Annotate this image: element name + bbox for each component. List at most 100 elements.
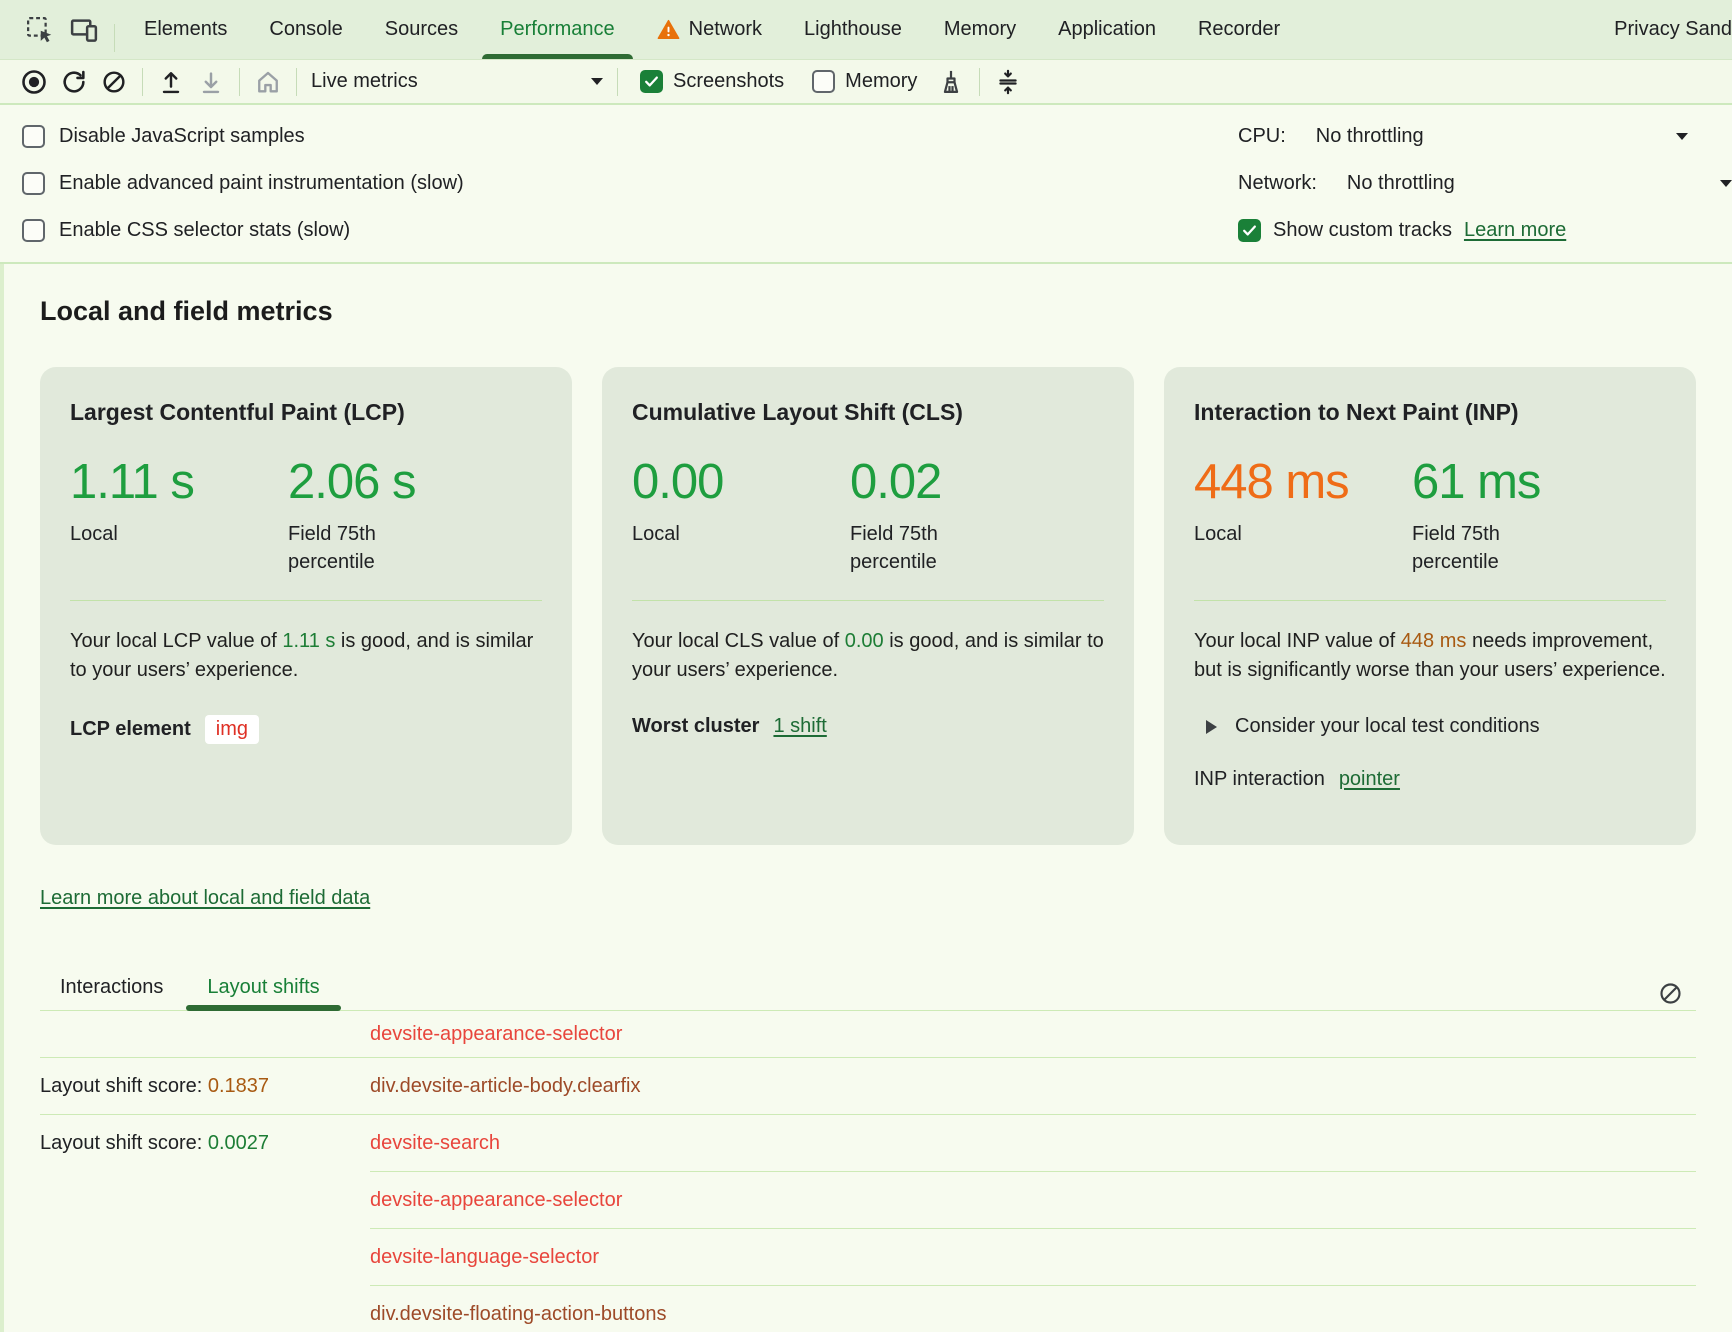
shift-element-link[interactable]: devsite-appearance-selector [370, 1188, 623, 1211]
field-label: Field 75th percentile [288, 523, 376, 573]
metric-cards: Largest Contentful Paint (LCP) 1.11 s Lo… [40, 367, 1696, 845]
chevron-down-icon [1676, 133, 1688, 140]
metric-card-lcp: Largest Contentful Paint (LCP) 1.11 s Lo… [40, 367, 572, 845]
layout-shift-row: devsite-appearance-selector [40, 1011, 1696, 1057]
disable-js-samples-checkbox[interactable]: Disable JavaScript samples [22, 113, 1732, 160]
cpu-throttling-select[interactable]: CPU: No throttling [1238, 113, 1732, 160]
tab-label: Performance [500, 18, 615, 40]
shift-element-link[interactable]: div.devsite-floating-action-buttons [370, 1302, 667, 1325]
tab-label: Recorder [1197, 18, 1281, 40]
shift-element-link[interactable]: devsite-language-selector [370, 1245, 600, 1268]
layout-shift-row: devsite-appearance-selector [40, 1172, 1696, 1228]
local-label: Local [632, 523, 680, 545]
tab-label: Console [269, 18, 343, 40]
custom-tracks-row: Show custom tracks Learn more [1238, 207, 1732, 254]
collapse-panel-button[interactable] [988, 64, 1028, 100]
device-toolbar-button[interactable] [62, 8, 106, 52]
custom-tracks-label: Show custom tracks [1273, 219, 1452, 241]
tab-elements[interactable]: Elements [123, 0, 248, 59]
inspect-element-button[interactable] [18, 8, 62, 52]
metric-card-inp: Interaction to Next Paint (INP) 448 ms L… [1164, 367, 1696, 845]
tab-recorder[interactable]: Recorder [1177, 0, 1301, 59]
row-divider [40, 1114, 1696, 1115]
clear-metrics-button[interactable] [931, 64, 971, 100]
network-value: No throttling [1346, 172, 1455, 194]
save-profile-button[interactable] [191, 64, 231, 100]
custom-tracks-checkbox[interactable] [1238, 219, 1261, 242]
tab-network[interactable]: Network [636, 0, 783, 59]
card-title: Cumulative Layout Shift (CLS) [632, 399, 963, 425]
tab-console[interactable]: Console [248, 0, 363, 59]
tab-application[interactable]: Application [1037, 0, 1177, 59]
setting-label: Disable JavaScript samples [59, 125, 305, 147]
custom-tracks-learn-more-link[interactable]: Learn more [1463, 219, 1567, 241]
consider-conditions-expander[interactable]: Consider your local test conditions [1194, 715, 1666, 738]
tab-privacy-sandbox[interactable]: Privacy Sand [1593, 0, 1732, 59]
tab-label: Privacy Sand [1614, 18, 1732, 40]
desc-value: 0.00 [844, 630, 884, 652]
tab-performance[interactable]: Performance [479, 0, 636, 59]
clear-log-button[interactable] [1648, 971, 1692, 1015]
broom-icon [937, 68, 965, 96]
shift-element-link[interactable]: devsite-search [370, 1131, 501, 1154]
panel-tabs: Elements Console Sources Performance Net… [123, 0, 1732, 59]
shift-score: Layout shift score: 0.1837 [40, 1074, 270, 1097]
cpu-value: No throttling [1315, 125, 1424, 147]
checkbox-unchecked-icon [812, 70, 836, 93]
screenshots-checkbox[interactable]: Screenshots [640, 70, 784, 93]
record-button[interactable] [14, 64, 54, 100]
shift-element-link[interactable]: div.devsite-article-body.clearfix [370, 1074, 641, 1097]
advanced-paint-checkbox[interactable]: Enable advanced paint instrumentation (s… [22, 160, 1732, 207]
shift-element-link[interactable]: devsite-appearance-selector [370, 1022, 623, 1045]
card-title: Largest Contentful Paint (LCP) [70, 399, 405, 425]
worst-cluster-link[interactable]: 1 shift [773, 715, 827, 737]
log-tabs: Interactions Layout shifts [40, 964, 1696, 1011]
learn-more-field-data-link[interactable]: Learn more about local and field data [40, 887, 371, 909]
live-metrics-label: Live metrics [311, 70, 418, 92]
tabbar-lead-icons [0, 0, 123, 59]
network-throttling-select[interactable]: Network: No throttling [1238, 160, 1732, 207]
performance-settings: Disable JavaScript samples Enable advanc… [0, 105, 1732, 264]
tab-lighthouse[interactable]: Lighthouse [783, 0, 923, 59]
lcp-element-chip[interactable]: img [204, 715, 260, 744]
network-label: Network: [1238, 172, 1317, 194]
disclosure-triangle-icon [1206, 719, 1217, 734]
layout-shift-row: Layout shift score: 0.1837 div.devsite-a… [40, 1058, 1696, 1114]
layout-shift-row: devsite-language-selector [40, 1229, 1696, 1285]
load-profile-button[interactable] [151, 64, 191, 100]
tab-interactions[interactable]: Interactions [60, 964, 163, 1010]
css-selector-stats-checkbox[interactable]: Enable CSS selector stats (slow) [22, 207, 1732, 254]
memory-checkbox[interactable]: Memory [812, 70, 917, 93]
card-values: 1.11 s Local 2.06 s Field 75th percentil… [70, 454, 542, 576]
tab-memory[interactable]: Memory [923, 0, 1037, 59]
download-icon [197, 68, 225, 96]
layout-shift-row: div.devsite-floating-action-buttons [40, 1286, 1696, 1332]
tabbar-separator [114, 23, 115, 52]
record-and-reload-button[interactable] [54, 64, 94, 100]
throttling-settings: CPU: No throttling Network: No throttlin… [1238, 113, 1732, 254]
device-toolbar-icon [69, 15, 99, 45]
footer-label: Worst cluster [632, 715, 760, 737]
clear-button[interactable] [94, 64, 134, 100]
tab-label: Memory [943, 18, 1017, 40]
card-description: Your local LCP value of 1.11 s is good, … [70, 630, 534, 681]
inp-interaction-link[interactable]: pointer [1338, 768, 1400, 790]
toolbar-separator [239, 67, 240, 96]
performance-toolbar: Live metrics Screenshots Memory [0, 60, 1732, 105]
footer-label: INP interaction [1194, 768, 1325, 790]
row-divider [370, 1285, 1696, 1286]
card-title: Interaction to Next Paint (INP) [1194, 399, 1519, 425]
worst-cluster-row: Worst cluster 1 shift [632, 715, 1104, 738]
toolbar-separator [296, 67, 297, 96]
reload-icon [60, 68, 88, 96]
desc-value: 448 ms [1400, 630, 1467, 652]
live-metrics-dropdown[interactable]: Live metrics [311, 70, 603, 93]
tab-layout-shifts[interactable]: Layout shifts [186, 964, 342, 1011]
local-label: Local [1194, 523, 1242, 545]
home-button[interactable] [248, 64, 288, 100]
local-value: 0.00 [632, 455, 724, 509]
score-value: 0.0027 [207, 1131, 270, 1154]
tab-sources[interactable]: Sources [364, 0, 479, 59]
block-icon [100, 68, 128, 96]
warning-icon [657, 19, 680, 40]
